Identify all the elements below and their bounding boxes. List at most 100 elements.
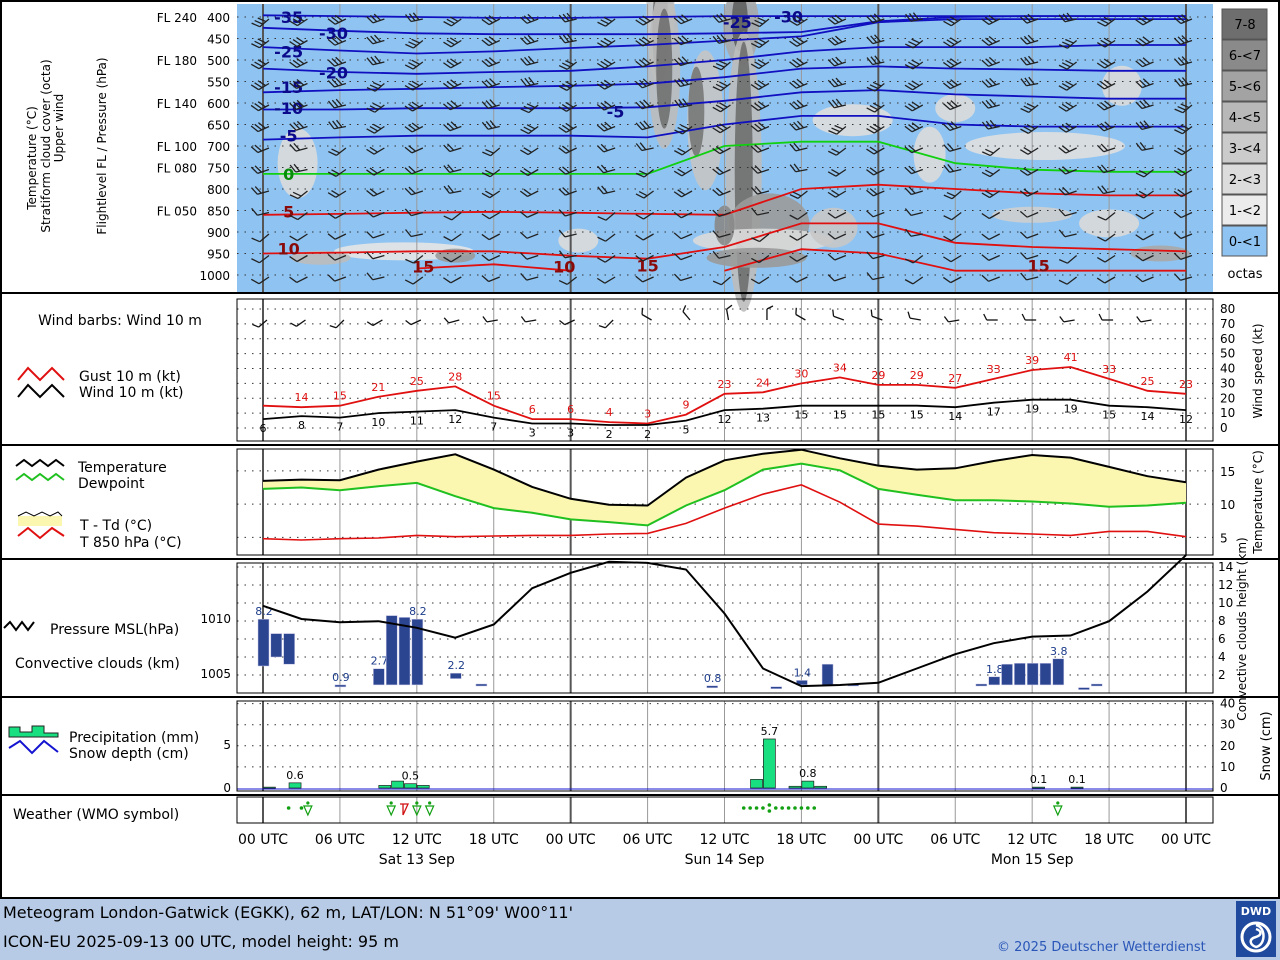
wind-barb — [251, 233, 270, 243]
precip-bar — [263, 786, 276, 789]
gust-label: 30 — [794, 367, 808, 380]
wind-barb — [1058, 208, 1077, 217]
wind-barb — [327, 77, 347, 88]
surface-wind-barb — [252, 319, 268, 328]
stratiform-cloud — [688, 66, 705, 157]
wind-barb — [866, 81, 885, 92]
wind-barb — [596, 58, 616, 69]
octa-legend-box — [1221, 194, 1268, 226]
wind-barb — [981, 211, 1001, 220]
pressure-level-label: 950 — [207, 248, 230, 262]
wind-barb — [789, 163, 808, 173]
gust-label: 6 — [529, 403, 536, 416]
wind-barb — [404, 101, 424, 112]
drizzle-symbol — [741, 806, 746, 810]
wind-barb — [481, 275, 500, 283]
wind-barb — [481, 36, 501, 47]
surface-wind-barb — [641, 307, 652, 321]
isotherm-15 — [416, 248, 1186, 272]
wind-barb — [673, 232, 693, 240]
wind-barb — [404, 145, 424, 154]
wind-label: 6 — [260, 422, 267, 435]
isotherm-label: 10 — [553, 257, 575, 276]
octa-legend-box — [1221, 163, 1268, 195]
wind-barb — [520, 34, 539, 45]
snow-tick-label: 20 — [1220, 739, 1235, 753]
convective-bar — [706, 685, 718, 689]
convective-bar — [975, 683, 988, 687]
wind-tick-label: 20 — [1220, 391, 1235, 405]
convective-bar — [398, 617, 411, 686]
wind-line — [262, 398, 1187, 426]
octa-legend-label: 0-<1 — [1229, 235, 1261, 250]
conv-tick-label: 14 — [1218, 560, 1233, 574]
convective-legend-label: Convective clouds (km) — [15, 656, 180, 672]
wind-barb — [635, 120, 654, 131]
wind-barb — [750, 276, 770, 285]
wind-barb — [751, 254, 770, 264]
convective-bar — [1026, 663, 1039, 686]
surface-wind-barb — [598, 319, 614, 329]
wind-barb — [712, 166, 731, 176]
wind-barb — [289, 211, 308, 221]
wind-barb — [1135, 190, 1154, 199]
wind-barb — [789, 142, 808, 152]
wind-barb — [1174, 103, 1193, 114]
wind-barb — [904, 122, 924, 133]
pressure-level-label: 850 — [207, 205, 230, 219]
wind-barb — [943, 190, 962, 200]
wind-barb — [366, 167, 385, 176]
gust-line — [262, 366, 1187, 425]
wind-barb — [289, 37, 308, 48]
wind-label: 15 — [833, 409, 847, 422]
wind-barb — [1020, 123, 1039, 134]
plot-border — [236, 700, 1214, 792]
wind-barb — [366, 272, 385, 281]
wind-barb — [943, 121, 962, 132]
convective-bar — [1039, 663, 1052, 686]
wind-barb — [827, 147, 847, 156]
wind-tick-label: 40 — [1220, 362, 1235, 376]
wind-barb — [1019, 231, 1039, 239]
time-tick-label: 12 UTC — [1007, 832, 1057, 848]
wind-barb — [635, 275, 654, 283]
wind-barb — [866, 13, 885, 24]
wind-barb — [712, 276, 731, 286]
wind-barb — [597, 164, 616, 174]
pressure-level-label: 750 — [207, 162, 230, 176]
wind-barb — [597, 37, 616, 48]
wind-barb — [1135, 57, 1154, 68]
isotherm-0 — [263, 140, 1186, 175]
wind-barb — [1173, 168, 1193, 177]
pressure-level-label: 450 — [207, 33, 230, 47]
wind-barb — [520, 252, 539, 260]
wind-barb — [1020, 272, 1039, 281]
wind-barb — [635, 36, 654, 47]
pressure-level-label: 800 — [207, 183, 230, 197]
wind-barb — [519, 188, 539, 198]
wind-barb — [443, 211, 462, 221]
wind-barb — [904, 165, 924, 175]
wind-barb — [558, 276, 578, 285]
wind-barb — [827, 35, 847, 46]
stratiform-cloud — [1101, 65, 1142, 106]
wind-barb — [1097, 211, 1116, 221]
wind-barb — [1020, 76, 1039, 87]
wind-barb — [366, 146, 385, 155]
isotherm-label: 15 — [412, 257, 434, 276]
gust-label: 33 — [987, 363, 1001, 376]
conv-tick-label: 2 — [1218, 668, 1226, 682]
wind-barb — [1173, 56, 1193, 66]
wind-barb — [520, 76, 539, 87]
drizzle-symbol — [748, 806, 752, 810]
surface-wind-barb — [795, 307, 806, 321]
wind-barb — [1135, 15, 1154, 26]
wind-barb — [328, 119, 347, 130]
convective-label: 2.7 — [371, 655, 389, 668]
wind-barb — [596, 121, 616, 132]
octa-legend-label: 2-<3 — [1229, 173, 1261, 188]
time-tick-label: 00 UTC — [1161, 832, 1211, 848]
wind-barb — [942, 79, 962, 90]
surface-wind-barb — [907, 311, 921, 321]
